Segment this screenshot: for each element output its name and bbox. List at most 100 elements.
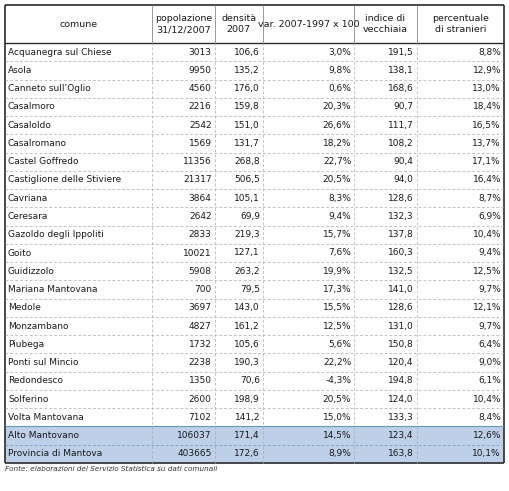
Text: 15,7%: 15,7% [323, 230, 351, 239]
Text: 194,8: 194,8 [388, 376, 414, 385]
Text: 69,9: 69,9 [240, 212, 260, 221]
Bar [5, 116, 504, 135]
Text: Mariana Mantovana: Mariana Mantovana [8, 285, 98, 294]
Bar [5, 372, 504, 390]
Text: 70,6: 70,6 [240, 376, 260, 385]
Text: 18,2%: 18,2% [323, 139, 351, 148]
Text: 5908: 5908 [188, 267, 212, 276]
Text: Casalmoro: Casalmoro [8, 103, 56, 111]
Text: 14,5%: 14,5% [323, 431, 351, 440]
Text: 8,9%: 8,9% [328, 449, 351, 459]
Text: 13,7%: 13,7% [472, 139, 501, 148]
Bar [5, 98, 504, 116]
Text: Medole: Medole [8, 303, 41, 312]
Text: 132,3: 132,3 [388, 212, 414, 221]
Text: 9,4%: 9,4% [328, 212, 351, 221]
Text: 1569: 1569 [188, 139, 212, 148]
Text: 13,0%: 13,0% [472, 84, 501, 93]
Text: 106,6: 106,6 [234, 48, 260, 56]
Text: 3013: 3013 [188, 48, 212, 56]
Bar [5, 43, 504, 61]
Text: 9,4%: 9,4% [478, 248, 501, 257]
Text: 172,6: 172,6 [234, 449, 260, 459]
Text: 2642: 2642 [189, 212, 212, 221]
Text: 90,7: 90,7 [393, 103, 414, 111]
Text: 22,2%: 22,2% [323, 358, 351, 367]
Text: Castiglione delle Stiviere: Castiglione delle Stiviere [8, 175, 121, 185]
Bar [5, 335, 504, 354]
Bar [5, 262, 504, 280]
Bar [5, 80, 504, 98]
Bar [5, 390, 504, 408]
Text: 111,7: 111,7 [388, 121, 414, 130]
Text: 133,3: 133,3 [388, 413, 414, 422]
Text: 20,5%: 20,5% [323, 395, 351, 404]
Text: percentuale
di stranieri: percentuale di stranieri [432, 14, 489, 34]
Text: 4560: 4560 [189, 84, 212, 93]
Bar [5, 171, 504, 189]
Text: 6,9%: 6,9% [478, 212, 501, 221]
Text: 94,0: 94,0 [394, 175, 414, 185]
Text: popolazione
31/12/2007: popolazione 31/12/2007 [155, 14, 212, 34]
Text: 15,5%: 15,5% [323, 303, 351, 312]
Text: indice di
vecchiaia: indice di vecchiaia [363, 14, 408, 34]
Text: 2542: 2542 [189, 121, 212, 130]
Text: 11356: 11356 [183, 157, 212, 166]
Text: 9,7%: 9,7% [478, 285, 501, 294]
Text: Acquanegra sul Chiese: Acquanegra sul Chiese [8, 48, 111, 56]
Text: Piubega: Piubega [8, 340, 44, 349]
Text: 8,7%: 8,7% [478, 194, 501, 203]
Text: 2833: 2833 [189, 230, 212, 239]
Text: 17,1%: 17,1% [472, 157, 501, 166]
Text: 9,7%: 9,7% [478, 322, 501, 330]
Text: 403665: 403665 [177, 449, 212, 459]
Bar [5, 317, 504, 335]
Text: 2600: 2600 [189, 395, 212, 404]
Text: Fonte: elaborazioni del Servizio Statistica su dati comunali: Fonte: elaborazioni del Servizio Statist… [5, 466, 217, 472]
Bar [5, 280, 504, 299]
Text: Provincia di Mantova: Provincia di Mantova [8, 449, 102, 459]
Text: 9,8%: 9,8% [328, 66, 351, 75]
Text: Guidizzolo: Guidizzolo [8, 267, 55, 276]
Text: 0,6%: 0,6% [328, 84, 351, 93]
Text: Redondesco: Redondesco [8, 376, 63, 385]
Text: 123,4: 123,4 [388, 431, 414, 440]
Text: 12,9%: 12,9% [472, 66, 501, 75]
Text: 15,0%: 15,0% [323, 413, 351, 422]
Text: 168,6: 168,6 [388, 84, 414, 93]
Text: 198,9: 198,9 [234, 395, 260, 404]
Text: 160,3: 160,3 [388, 248, 414, 257]
Text: Cavriana: Cavriana [8, 194, 48, 203]
Text: Ceresara: Ceresara [8, 212, 48, 221]
Text: 138,1: 138,1 [388, 66, 414, 75]
Text: 10,1%: 10,1% [472, 449, 501, 459]
Text: comune: comune [60, 20, 98, 28]
Text: 191,5: 191,5 [388, 48, 414, 56]
Text: Gazoldo degli Ippoliti: Gazoldo degli Ippoliti [8, 230, 104, 239]
Text: 141,2: 141,2 [235, 413, 260, 422]
Bar [5, 354, 504, 372]
Text: 21317: 21317 [183, 175, 212, 185]
Bar [5, 135, 504, 153]
Text: 7,6%: 7,6% [328, 248, 351, 257]
Text: 161,2: 161,2 [234, 322, 260, 330]
Text: 131,0: 131,0 [388, 322, 414, 330]
Text: 2238: 2238 [189, 358, 212, 367]
Text: 8,3%: 8,3% [328, 194, 351, 203]
Text: 3,0%: 3,0% [328, 48, 351, 56]
Text: 4827: 4827 [189, 322, 212, 330]
Text: Casaloldo: Casaloldo [8, 121, 52, 130]
Text: 105,1: 105,1 [234, 194, 260, 203]
Bar [5, 427, 504, 445]
Text: 90,4: 90,4 [394, 157, 414, 166]
Text: 6,1%: 6,1% [478, 376, 501, 385]
Text: 9950: 9950 [188, 66, 212, 75]
Text: 131,7: 131,7 [234, 139, 260, 148]
Text: 263,2: 263,2 [235, 267, 260, 276]
Text: 10021: 10021 [183, 248, 212, 257]
Text: 151,0: 151,0 [234, 121, 260, 130]
Text: Volta Mantovana: Volta Mantovana [8, 413, 84, 422]
Text: Castel Goffredo: Castel Goffredo [8, 157, 78, 166]
Bar [5, 408, 504, 427]
Text: Asola: Asola [8, 66, 33, 75]
